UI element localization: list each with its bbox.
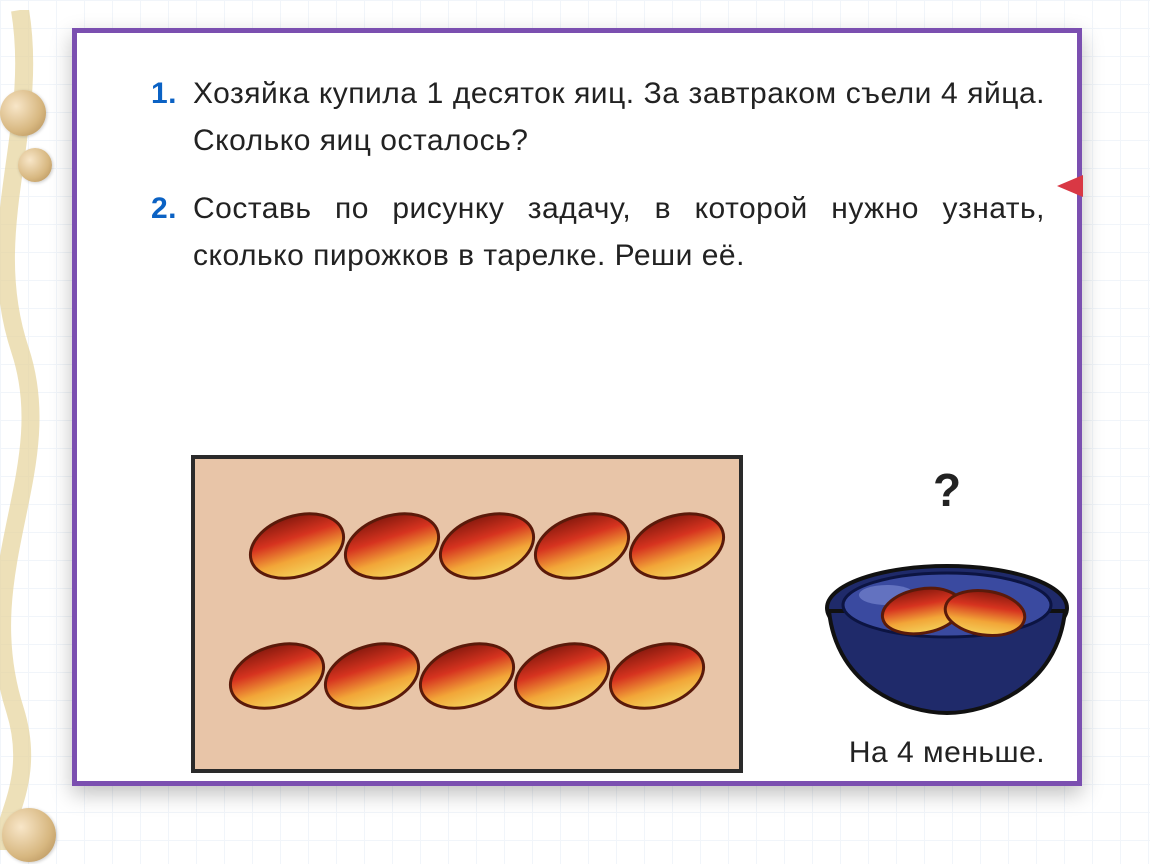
task-text: Составь по рисунку задачу, в которой нуж… xyxy=(193,186,1057,279)
tray-illustration xyxy=(187,451,747,781)
task-1: 1. Хозяйка купила 1 десяток яиц. За завт… xyxy=(133,71,1057,164)
side-arrow-icon xyxy=(1057,175,1083,197)
deco-circle xyxy=(18,148,52,182)
bowl-zone: ? На 4 меньше. xyxy=(797,463,1097,793)
bowl-illustration xyxy=(817,523,1077,723)
task-text: Хозяйка купила 1 десяток яиц. За завтрак… xyxy=(193,71,1057,164)
task-number: 2. xyxy=(133,186,193,279)
task-2: 2. Составь по рисунку задачу, в которой … xyxy=(133,186,1057,279)
content-card: 1. Хозяйка купила 1 десяток яиц. За завт… xyxy=(72,28,1082,786)
question-mark: ? xyxy=(797,463,1097,517)
bowl-caption: На 4 меньше. xyxy=(797,736,1097,770)
deco-circle xyxy=(2,808,56,862)
task-number: 1. xyxy=(133,71,193,164)
deco-circle xyxy=(0,90,46,136)
